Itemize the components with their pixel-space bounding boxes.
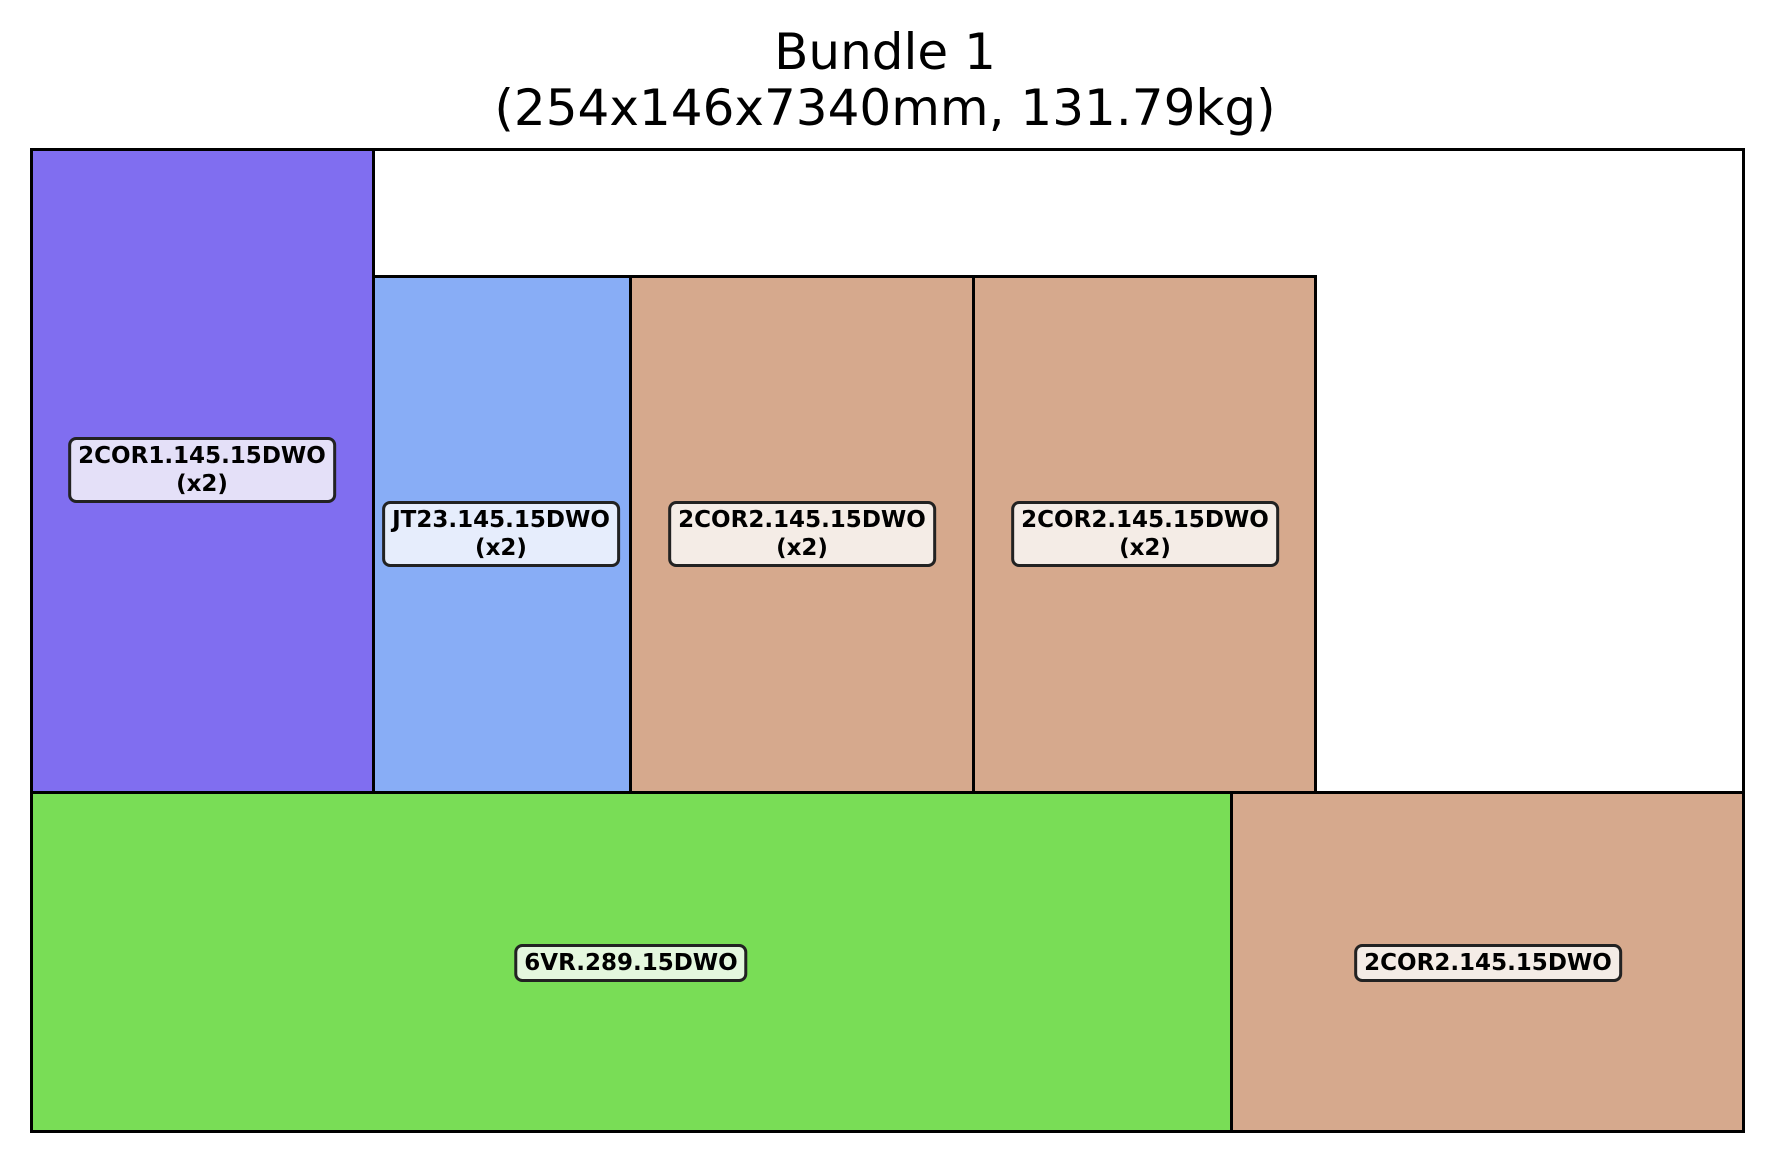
piece-label: 2COR1.145.15DWO (x2): [68, 437, 336, 503]
piece-qty: (x2): [176, 471, 228, 497]
piece-label: 2COR2.145.15DWO (x2): [1011, 501, 1279, 567]
piece-qty: (x2): [776, 535, 828, 561]
piece-name: 2COR2.145.15DWO: [678, 507, 926, 533]
piece-name: 6VR.289.15DWO: [524, 950, 738, 976]
diagram-title: Bundle 1: [774, 23, 996, 81]
piece-label: 2COR2.145.15DWO (x2): [668, 501, 936, 567]
piece-name: 2COR2.145.15DWO: [1364, 950, 1612, 976]
piece-label: JT23.145.15DWO (x2): [382, 501, 620, 567]
piece-name: 2COR1.145.15DWO: [78, 443, 326, 469]
piece-qty: (x2): [1119, 535, 1171, 561]
piece-label: 6VR.289.15DWO: [514, 944, 748, 982]
piece-label: 2COR2.145.15DWO: [1354, 944, 1622, 982]
piece-qty: (x2): [475, 535, 527, 561]
piece-name: JT23.145.15DWO: [392, 507, 610, 533]
diagram-subtitle: (254x146x7340mm, 131.79kg): [494, 79, 1276, 137]
piece-name: 2COR2.145.15DWO: [1021, 507, 1269, 533]
